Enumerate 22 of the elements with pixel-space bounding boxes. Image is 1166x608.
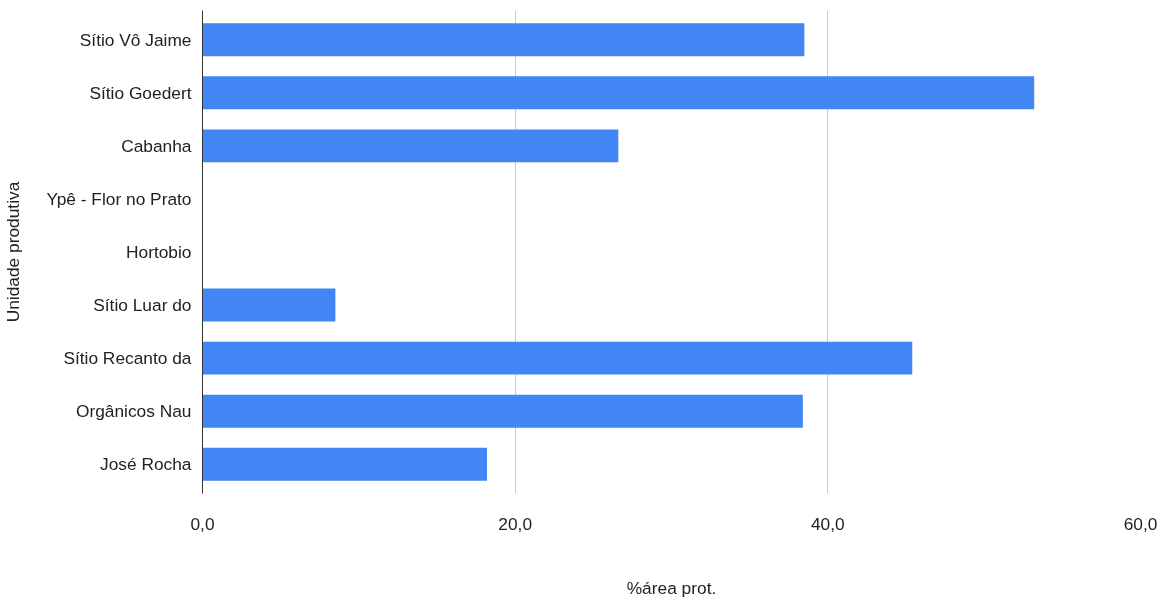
y-tick-label: José Rocha <box>99 454 192 475</box>
bar <box>202 76 1035 110</box>
x-tick-label: 40,0 <box>810 513 845 534</box>
x-tick-label: 0,0 <box>190 513 215 534</box>
y-tick-label: Cabanha <box>121 135 192 156</box>
bar <box>202 288 336 322</box>
y-tick-label: Hortobio <box>126 242 192 262</box>
bar <box>202 341 913 375</box>
y-tick-label: Sítio Vô Jaime <box>79 29 192 50</box>
bar <box>202 129 619 163</box>
y-tick-label: Sítio Goedert <box>89 82 192 103</box>
x-tick-label: 60,0 <box>1123 513 1158 534</box>
y-tick-label: Ypê - Flor no Prato <box>46 188 192 209</box>
y-axis-title: Unidade produtiva <box>3 181 24 323</box>
y-tick-label: Orgânicos Nau <box>75 401 192 422</box>
bar <box>202 447 488 481</box>
x-axis-title: %área prot. <box>626 577 717 598</box>
y-tick-label: Sítio Recanto da <box>63 348 192 369</box>
bar <box>202 23 805 57</box>
x-tick-label: 20,0 <box>498 513 533 534</box>
y-tick-label: Sítio Luar do <box>93 295 192 316</box>
bar <box>202 394 803 428</box>
